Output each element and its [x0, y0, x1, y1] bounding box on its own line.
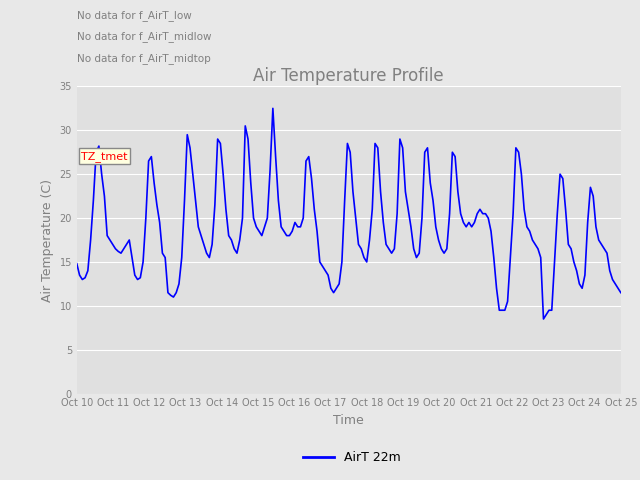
Text: No data for f_AirT_midlow: No data for f_AirT_midlow — [77, 31, 211, 42]
Text: TZ_tmet: TZ_tmet — [81, 151, 127, 162]
Text: No data for f_AirT_low: No data for f_AirT_low — [77, 10, 191, 21]
Legend: AirT 22m: AirT 22m — [298, 446, 406, 469]
Title: Air Temperature Profile: Air Temperature Profile — [253, 67, 444, 85]
Text: No data for f_AirT_midtop: No data for f_AirT_midtop — [77, 53, 211, 64]
X-axis label: Time: Time — [333, 414, 364, 427]
Y-axis label: Air Temperature (C): Air Temperature (C) — [41, 179, 54, 301]
